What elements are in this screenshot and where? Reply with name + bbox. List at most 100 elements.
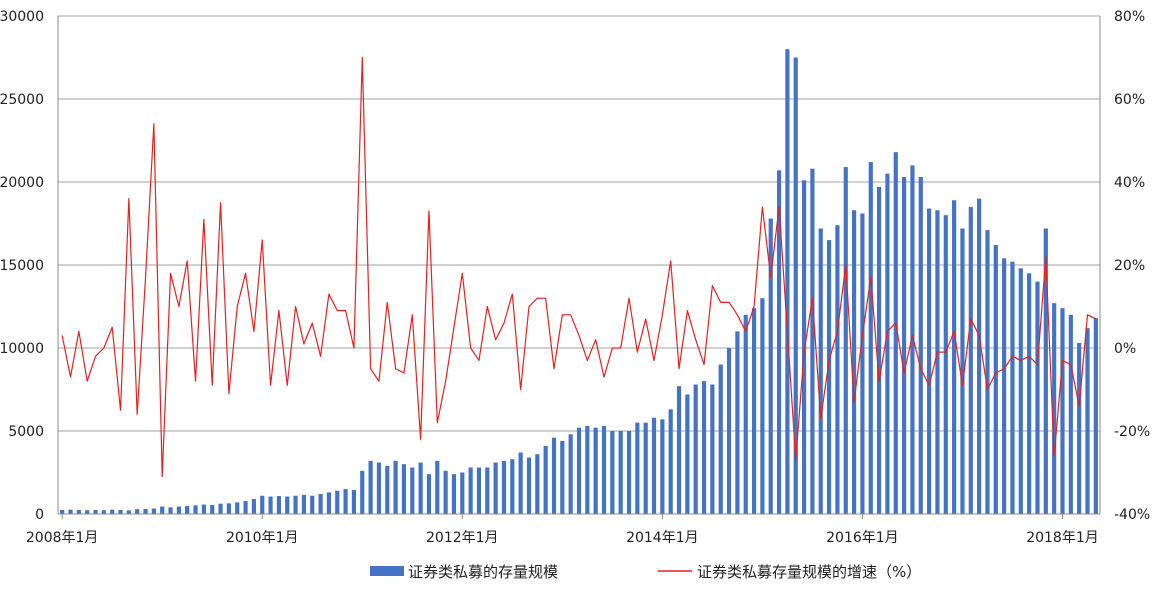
bar (918, 177, 923, 514)
y-left-tick-label: 20000 (0, 175, 44, 191)
bar (101, 510, 106, 514)
y-right-tick-label: 60% (1114, 92, 1145, 108)
bar (518, 452, 523, 514)
bar (476, 467, 482, 514)
bar (526, 457, 532, 514)
legend-label-line: 证券类私募存量规模的增速（%） (697, 563, 921, 581)
bar (285, 496, 290, 514)
bar (710, 384, 715, 514)
bar (735, 331, 740, 514)
bar (776, 170, 782, 514)
bar (1035, 281, 1040, 514)
bar (510, 459, 515, 514)
y-left-tick-label: 0 (35, 507, 44, 523)
bar (76, 510, 81, 514)
bar (793, 57, 798, 514)
y-left-tick-label: 5000 (8, 424, 44, 440)
bar (835, 225, 840, 514)
bar (376, 462, 382, 514)
bar (843, 167, 848, 514)
bar (1085, 328, 1090, 514)
bar (801, 180, 807, 514)
legend: 证券类私募的存量规模 证券类私募存量规模的增速（%） (370, 563, 921, 581)
bar (435, 460, 440, 514)
bar (118, 510, 123, 514)
bar (593, 427, 598, 514)
bar (827, 240, 832, 514)
bar (1010, 261, 1015, 514)
bar (743, 314, 748, 514)
bar (635, 422, 640, 514)
bar (393, 460, 398, 514)
bar (451, 474, 457, 514)
bar (585, 426, 590, 514)
bar (1093, 318, 1098, 514)
bar (568, 434, 573, 514)
bar (493, 462, 498, 514)
bar (993, 245, 998, 514)
y-axis-right-ticks: -40% -20% 0% 20% 40% 60% 80% (1114, 9, 1150, 523)
bar (218, 503, 223, 514)
line-series-growth-rate (61, 56, 1097, 478)
bar (60, 509, 65, 514)
bar (301, 494, 306, 514)
bar (985, 230, 990, 514)
bar (910, 165, 915, 514)
growth-line (61, 56, 1097, 478)
bar (726, 348, 732, 514)
y-left-tick-label: 10000 (0, 341, 44, 357)
bar (260, 495, 265, 514)
bar (418, 462, 423, 514)
bar (110, 509, 115, 514)
bar (676, 386, 682, 514)
bar (885, 173, 890, 514)
bar (368, 460, 373, 514)
y-right-tick-label: -40% (1114, 507, 1150, 523)
y-axis-left-ticks: 0 5000 10000 15000 20000 25000 30000 (0, 9, 44, 523)
bar (551, 437, 557, 514)
legend-swatch-bar (370, 566, 404, 576)
bar (268, 496, 273, 514)
x-tick-label: 2008年1月 (26, 530, 99, 546)
bar (68, 509, 73, 514)
bar (760, 298, 765, 514)
axes (57, 16, 1101, 515)
bar (643, 422, 648, 514)
bar (701, 381, 707, 514)
bar (193, 505, 198, 514)
bar (768, 218, 773, 514)
bar (410, 467, 415, 514)
bar (660, 419, 665, 514)
x-tick-label: 2018年1月 (1026, 530, 1099, 546)
bar (927, 208, 932, 514)
bar (235, 502, 240, 514)
bar (168, 507, 173, 514)
x-tick-label: 2010年1月 (226, 530, 299, 546)
bar (243, 501, 248, 514)
x-tick-label: 2014年1月 (626, 530, 699, 546)
bar (210, 505, 215, 514)
bar (443, 470, 448, 514)
bar (468, 467, 473, 514)
bar (626, 431, 632, 514)
bar (293, 495, 298, 514)
bar (1043, 228, 1048, 515)
bar (543, 445, 548, 514)
x-tick-label: 2012年1月 (426, 530, 499, 546)
bar (318, 494, 323, 514)
bar (601, 426, 607, 514)
y-right-tick-label: -20% (1114, 424, 1150, 440)
bar (893, 152, 898, 514)
bar (201, 504, 206, 514)
bar (1052, 303, 1057, 514)
bar (877, 186, 882, 515)
bar (1068, 314, 1073, 514)
bar (185, 506, 190, 514)
bar (868, 162, 873, 514)
y-left-tick-label: 25000 (0, 92, 44, 108)
bar (143, 509, 148, 514)
bar-series-stock-scale (60, 49, 1098, 515)
bar (685, 394, 690, 514)
bar (160, 506, 165, 514)
